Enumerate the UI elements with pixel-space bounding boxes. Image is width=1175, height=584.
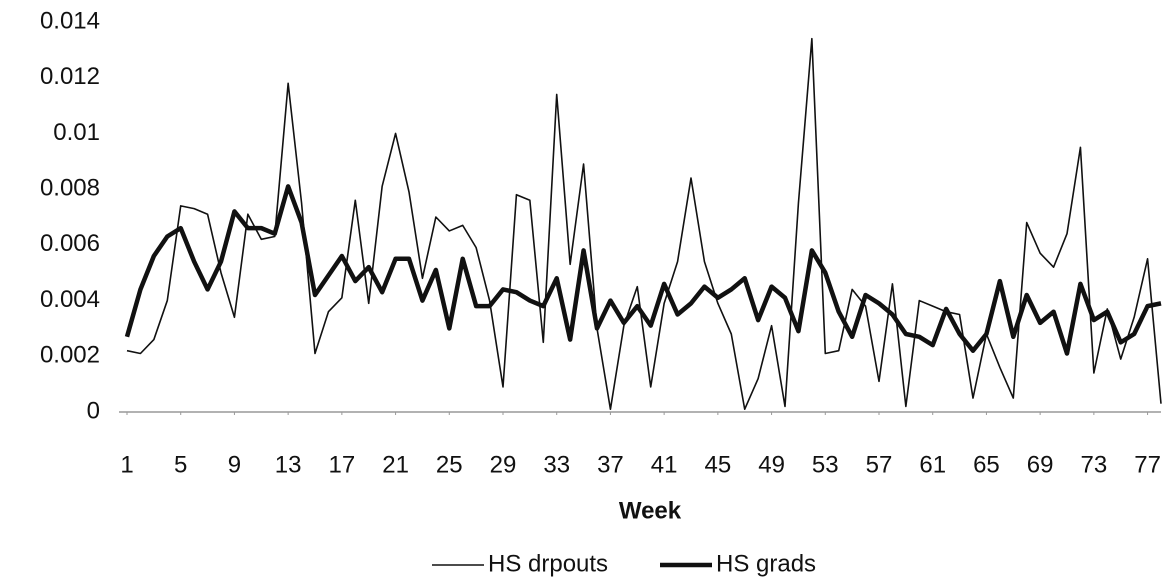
x-tick-label: 45 xyxy=(705,451,732,478)
x-axis-label: Week xyxy=(619,497,682,524)
x-tick-label: 77 xyxy=(1134,451,1161,478)
x-tick-label: 41 xyxy=(651,451,678,478)
x-tick-label: 65 xyxy=(973,451,1000,478)
y-tick-label: 0.008 xyxy=(40,174,100,201)
legend-label: HS grads xyxy=(716,550,816,577)
x-tick-label: 37 xyxy=(597,451,624,478)
x-tick-label: 49 xyxy=(758,451,785,478)
x-tick-label: 73 xyxy=(1081,451,1108,478)
x-tick-label: 25 xyxy=(436,451,463,478)
y-tick-label: 0 xyxy=(87,397,100,424)
y-tick-label: 0.012 xyxy=(40,63,100,90)
legend-label: HS drpouts xyxy=(488,550,608,577)
y-tick-label: 0.01 xyxy=(53,119,100,146)
x-tick-label: 1 xyxy=(120,451,133,478)
y-tick-label: 0.002 xyxy=(40,342,100,369)
x-tick-label: 61 xyxy=(919,451,946,478)
x-tick-label: 29 xyxy=(490,451,517,478)
y-tick-label: 0.006 xyxy=(40,230,100,257)
series-line xyxy=(124,184,1162,356)
x-tick-label: 57 xyxy=(866,451,893,478)
x-tick-label: 53 xyxy=(812,451,839,478)
series-line xyxy=(126,37,1162,411)
y-tick-label: 0.004 xyxy=(40,286,100,313)
x-tick-label: 17 xyxy=(329,451,356,478)
x-tick-label: 33 xyxy=(543,451,570,478)
x-tick-label: 13 xyxy=(275,451,302,478)
x-tick-label: 21 xyxy=(382,451,409,478)
x-tick-label: 5 xyxy=(174,451,187,478)
y-tick-label: 0.014 xyxy=(40,7,100,34)
x-tick-label: 69 xyxy=(1027,451,1054,478)
x-tick-label: 9 xyxy=(228,451,241,478)
